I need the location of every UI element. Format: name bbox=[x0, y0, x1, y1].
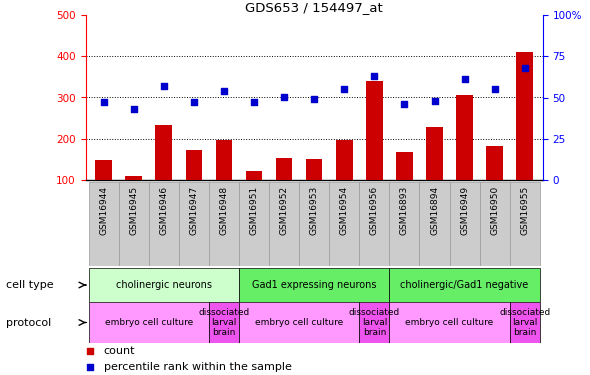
Text: GSM16954: GSM16954 bbox=[340, 186, 349, 235]
Point bbox=[99, 99, 109, 105]
FancyBboxPatch shape bbox=[359, 182, 389, 266]
Bar bbox=[396, 152, 412, 180]
Point bbox=[189, 99, 199, 105]
Point bbox=[520, 65, 529, 71]
FancyBboxPatch shape bbox=[209, 182, 239, 266]
Text: GSM16945: GSM16945 bbox=[129, 186, 138, 235]
Bar bbox=[486, 146, 503, 180]
Bar bbox=[336, 140, 353, 180]
Point bbox=[430, 98, 439, 104]
Bar bbox=[306, 159, 323, 180]
Title: GDS653 / 154497_at: GDS653 / 154497_at bbox=[245, 1, 383, 14]
Bar bbox=[366, 81, 382, 180]
Point bbox=[250, 99, 259, 105]
Text: GSM16951: GSM16951 bbox=[250, 186, 258, 236]
Text: GSM16946: GSM16946 bbox=[159, 186, 168, 235]
Point bbox=[219, 88, 229, 94]
Text: embryo cell culture: embryo cell culture bbox=[405, 318, 494, 327]
Bar bbox=[216, 140, 232, 180]
FancyBboxPatch shape bbox=[119, 182, 149, 266]
Text: cell type: cell type bbox=[6, 280, 54, 290]
Text: GSM16948: GSM16948 bbox=[219, 186, 228, 235]
Text: count: count bbox=[104, 346, 135, 356]
FancyBboxPatch shape bbox=[480, 182, 510, 266]
Text: GSM16953: GSM16953 bbox=[310, 186, 319, 236]
Text: dissociated
larval
brain: dissociated larval brain bbox=[349, 308, 400, 338]
Text: dissociated
larval
brain: dissociated larval brain bbox=[198, 308, 250, 338]
Text: GSM16956: GSM16956 bbox=[370, 186, 379, 236]
FancyBboxPatch shape bbox=[510, 182, 540, 266]
Text: embryo cell culture: embryo cell culture bbox=[255, 318, 343, 327]
Point bbox=[369, 73, 379, 79]
Bar bbox=[426, 127, 442, 180]
Bar bbox=[456, 94, 473, 180]
Point bbox=[86, 348, 95, 354]
Text: GSM16947: GSM16947 bbox=[189, 186, 198, 235]
Point bbox=[460, 76, 469, 82]
Bar bbox=[276, 158, 293, 180]
Text: protocol: protocol bbox=[6, 318, 51, 327]
FancyBboxPatch shape bbox=[239, 268, 389, 302]
Text: GSM16944: GSM16944 bbox=[99, 186, 108, 235]
Text: GSM16894: GSM16894 bbox=[430, 186, 439, 235]
FancyBboxPatch shape bbox=[149, 182, 179, 266]
Point bbox=[309, 96, 319, 102]
Bar bbox=[126, 176, 142, 180]
FancyBboxPatch shape bbox=[389, 268, 540, 302]
Point bbox=[86, 364, 95, 370]
FancyBboxPatch shape bbox=[179, 182, 209, 266]
Bar bbox=[186, 150, 202, 180]
FancyBboxPatch shape bbox=[419, 182, 450, 266]
FancyBboxPatch shape bbox=[389, 182, 419, 266]
Text: Gad1 expressing neurons: Gad1 expressing neurons bbox=[252, 280, 376, 290]
FancyBboxPatch shape bbox=[359, 302, 389, 343]
FancyBboxPatch shape bbox=[88, 302, 209, 343]
Text: dissociated
larval
brain: dissociated larval brain bbox=[499, 308, 550, 338]
FancyBboxPatch shape bbox=[239, 182, 269, 266]
Text: percentile rank within the sample: percentile rank within the sample bbox=[104, 362, 291, 372]
Text: cholinergic neurons: cholinergic neurons bbox=[116, 280, 212, 290]
Point bbox=[339, 86, 349, 92]
Bar bbox=[156, 125, 172, 180]
Text: GSM16950: GSM16950 bbox=[490, 186, 499, 236]
Text: cholinergic/Gad1 negative: cholinergic/Gad1 negative bbox=[401, 280, 529, 290]
FancyBboxPatch shape bbox=[239, 302, 359, 343]
Text: embryo cell culture: embryo cell culture bbox=[104, 318, 193, 327]
Bar bbox=[516, 52, 533, 180]
Text: GSM16893: GSM16893 bbox=[400, 186, 409, 236]
Point bbox=[490, 86, 499, 92]
FancyBboxPatch shape bbox=[450, 182, 480, 266]
Point bbox=[280, 94, 289, 100]
FancyBboxPatch shape bbox=[329, 182, 359, 266]
Point bbox=[129, 106, 139, 112]
FancyBboxPatch shape bbox=[510, 302, 540, 343]
Text: GSM16952: GSM16952 bbox=[280, 186, 289, 235]
FancyBboxPatch shape bbox=[209, 302, 239, 343]
Bar bbox=[96, 160, 112, 180]
FancyBboxPatch shape bbox=[88, 182, 119, 266]
FancyBboxPatch shape bbox=[389, 302, 510, 343]
FancyBboxPatch shape bbox=[88, 268, 239, 302]
Text: GSM16949: GSM16949 bbox=[460, 186, 469, 235]
Text: GSM16955: GSM16955 bbox=[520, 186, 529, 236]
Point bbox=[159, 83, 169, 89]
Bar bbox=[246, 171, 263, 180]
FancyBboxPatch shape bbox=[299, 182, 329, 266]
FancyBboxPatch shape bbox=[269, 182, 299, 266]
Point bbox=[399, 101, 409, 107]
